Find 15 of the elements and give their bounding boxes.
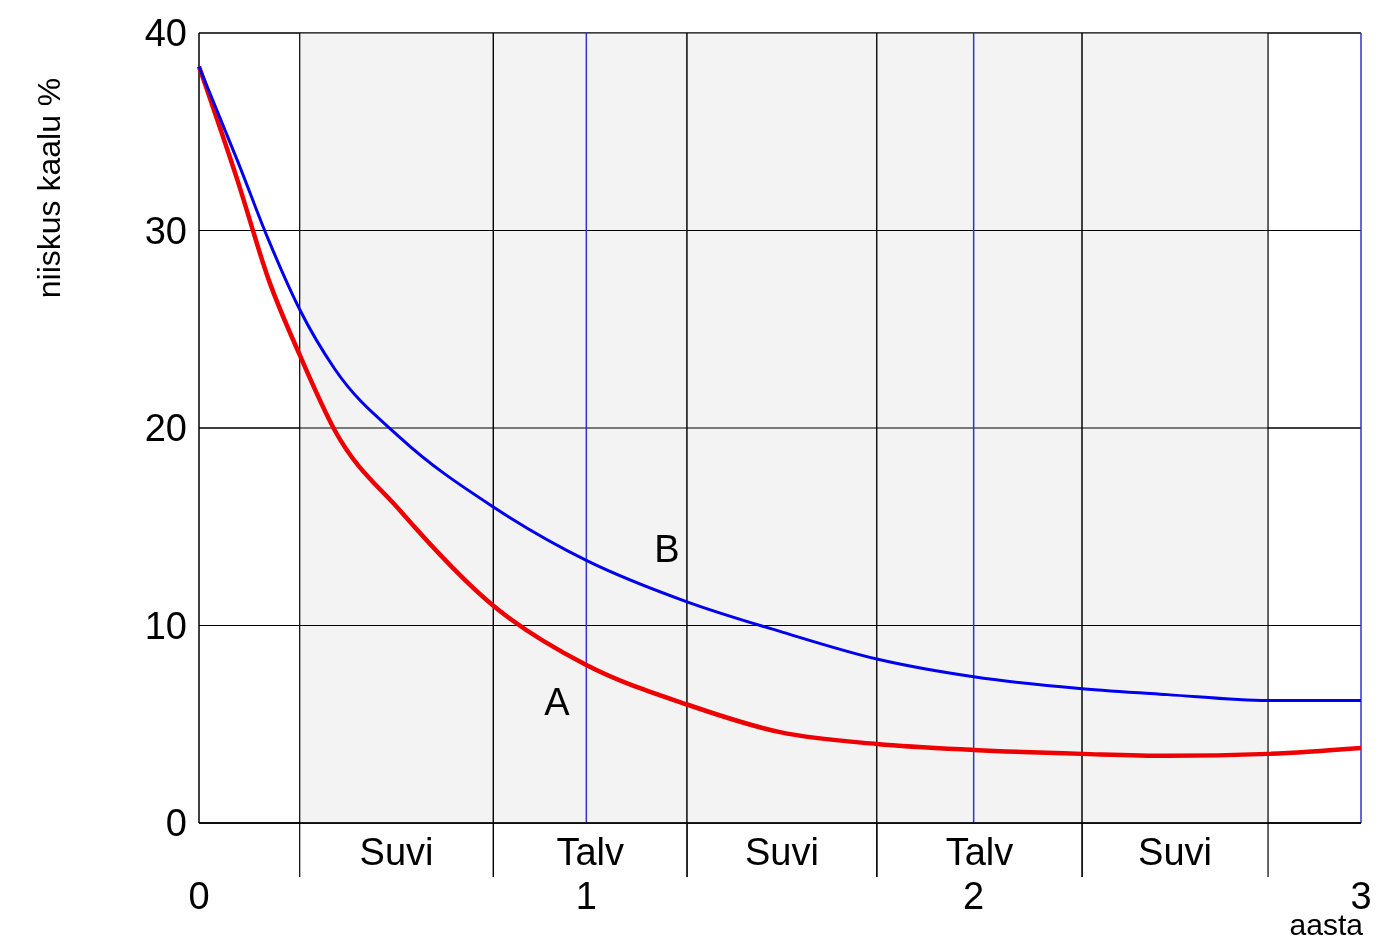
series-label: B: [654, 527, 680, 570]
y-tick-label: 20: [144, 407, 187, 449]
band-label: Suvi: [359, 831, 434, 873]
band-label: Suvi: [1138, 831, 1213, 873]
y-tick-label: 10: [144, 604, 187, 647]
y-tick-label: 0: [165, 802, 187, 844]
band-label: Talv: [945, 831, 1014, 873]
y-tick-label: 40: [144, 12, 187, 54]
band-label: Suvi: [744, 831, 819, 873]
y-tick-label: 30: [144, 209, 187, 252]
series-label: A: [544, 680, 571, 723]
x-tick-label: 2: [963, 875, 985, 917]
band-label: Talv: [556, 831, 624, 873]
x-tick-label: 1: [575, 875, 597, 917]
y-axis-title: niiskus kaalu %: [31, 77, 67, 299]
